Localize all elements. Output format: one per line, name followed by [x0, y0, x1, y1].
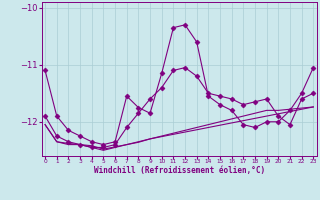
X-axis label: Windchill (Refroidissement éolien,°C): Windchill (Refroidissement éolien,°C): [94, 166, 265, 175]
